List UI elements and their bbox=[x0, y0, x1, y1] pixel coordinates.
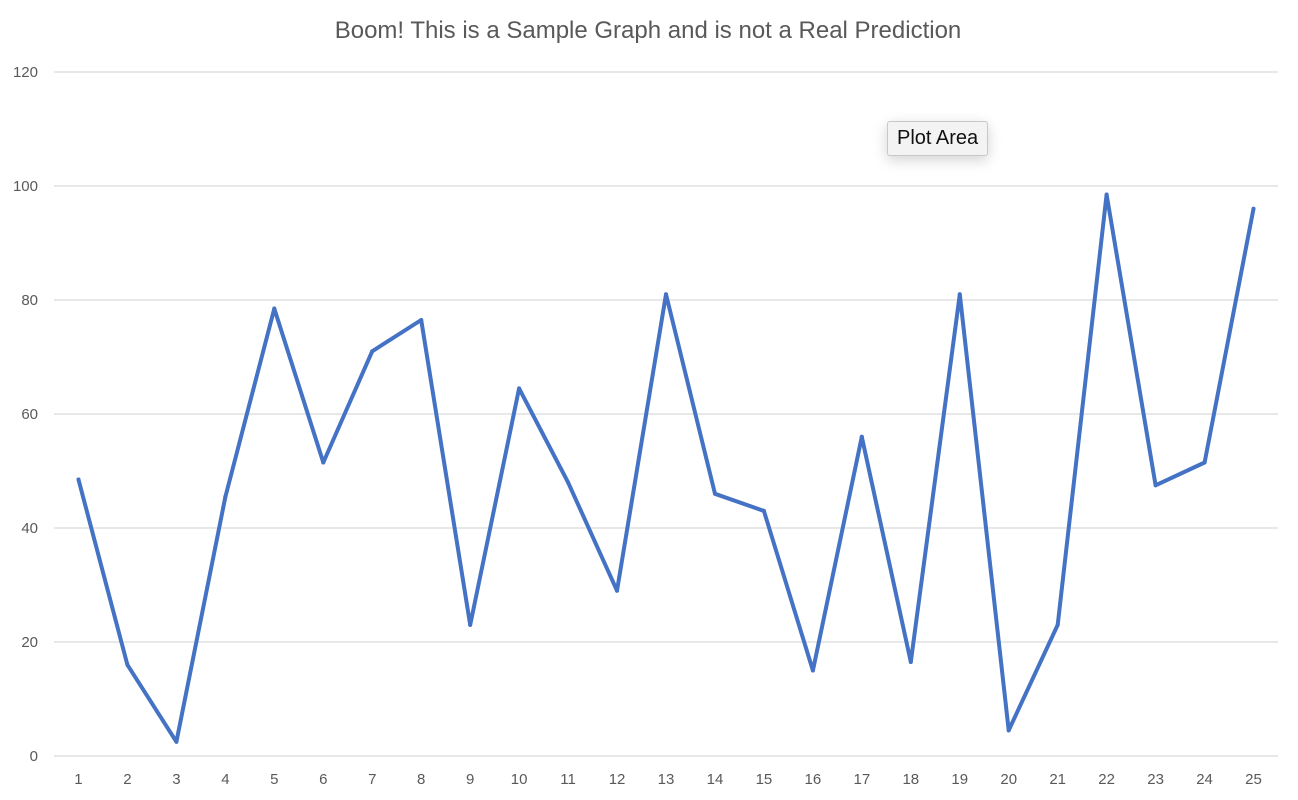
x-tick-label: 9 bbox=[466, 771, 474, 788]
y-tick-label: 100 bbox=[13, 178, 38, 195]
series-line[interactable] bbox=[76, 192, 1256, 744]
x-tick-label: 4 bbox=[221, 771, 229, 788]
data-point[interactable] bbox=[761, 508, 766, 513]
x-tick-label: 25 bbox=[1245, 771, 1262, 788]
x-tick-label: 19 bbox=[951, 771, 968, 788]
data-point[interactable] bbox=[1006, 728, 1011, 733]
x-tick-label: 17 bbox=[853, 771, 870, 788]
x-tick-label: 21 bbox=[1049, 771, 1066, 788]
data-point[interactable] bbox=[957, 292, 962, 297]
x-tick-label: 13 bbox=[658, 771, 675, 788]
x-tick-label: 5 bbox=[270, 771, 278, 788]
x-tick-label: 18 bbox=[902, 771, 919, 788]
x-axis-ticks: 1 2 3 4 5 6 7 8 9 10 11 12 13 14 15 16 17 18 19 20 21 22 23 24 2… bbox=[74, 771, 1262, 788]
data-point[interactable] bbox=[810, 668, 815, 673]
data-point[interactable] bbox=[1104, 192, 1109, 197]
data-point[interactable] bbox=[321, 460, 326, 465]
data-point[interactable] bbox=[517, 386, 522, 391]
series-layer[interactable] bbox=[76, 192, 1256, 744]
y-tick-label: 40 bbox=[21, 520, 38, 537]
y-tick-label: 120 bbox=[13, 64, 38, 81]
x-tick-label: 11 bbox=[560, 771, 576, 788]
data-point[interactable] bbox=[1055, 622, 1060, 627]
x-tick-label: 10 bbox=[511, 771, 528, 788]
data-point[interactable] bbox=[272, 306, 277, 311]
x-tick-label: 20 bbox=[1000, 771, 1017, 788]
data-point[interactable] bbox=[125, 662, 130, 667]
y-tick-label: 20 bbox=[21, 634, 38, 651]
x-tick-label: 22 bbox=[1098, 771, 1115, 788]
data-point[interactable] bbox=[664, 292, 668, 297]
data-point[interactable] bbox=[370, 349, 375, 354]
data-point[interactable] bbox=[76, 477, 81, 482]
y-tick-label: 0 bbox=[30, 748, 38, 765]
data-point[interactable] bbox=[566, 480, 571, 485]
x-tick-label: 3 bbox=[172, 771, 180, 788]
x-tick-label: 7 bbox=[368, 771, 376, 788]
x-tick-label: 8 bbox=[417, 771, 425, 788]
y-tick-label: 80 bbox=[21, 292, 38, 309]
y-tick-label: 60 bbox=[21, 406, 38, 423]
x-tick-label: 16 bbox=[805, 771, 822, 788]
x-tick-label: 14 bbox=[707, 771, 724, 788]
x-tick-label: 6 bbox=[319, 771, 327, 788]
data-point[interactable] bbox=[1202, 460, 1207, 465]
data-point[interactable] bbox=[712, 491, 717, 496]
chart-title: Boom! This is a Sample Graph and is not … bbox=[335, 17, 962, 44]
data-point[interactable] bbox=[1153, 483, 1158, 488]
x-tick-label: 24 bbox=[1196, 771, 1213, 788]
y-axis-ticks: 0 20 40 60 80 100 120 bbox=[13, 64, 38, 765]
data-point[interactable] bbox=[468, 622, 473, 627]
x-tick-label: 15 bbox=[756, 771, 773, 788]
data-point[interactable] bbox=[859, 434, 864, 439]
x-tick-label: 23 bbox=[1147, 771, 1164, 788]
x-tick-label: 12 bbox=[609, 771, 626, 788]
data-point[interactable] bbox=[615, 588, 620, 593]
data-point[interactable] bbox=[174, 739, 179, 744]
gridlines bbox=[54, 71, 1278, 757]
x-tick-label: 1 bbox=[74, 771, 82, 788]
data-point[interactable] bbox=[419, 317, 424, 322]
data-point[interactable] bbox=[223, 494, 228, 499]
data-point[interactable] bbox=[908, 659, 913, 664]
x-tick-label: 2 bbox=[123, 771, 131, 788]
data-point[interactable] bbox=[1251, 206, 1256, 211]
plot-area-tooltip: Plot Area bbox=[887, 121, 989, 156]
